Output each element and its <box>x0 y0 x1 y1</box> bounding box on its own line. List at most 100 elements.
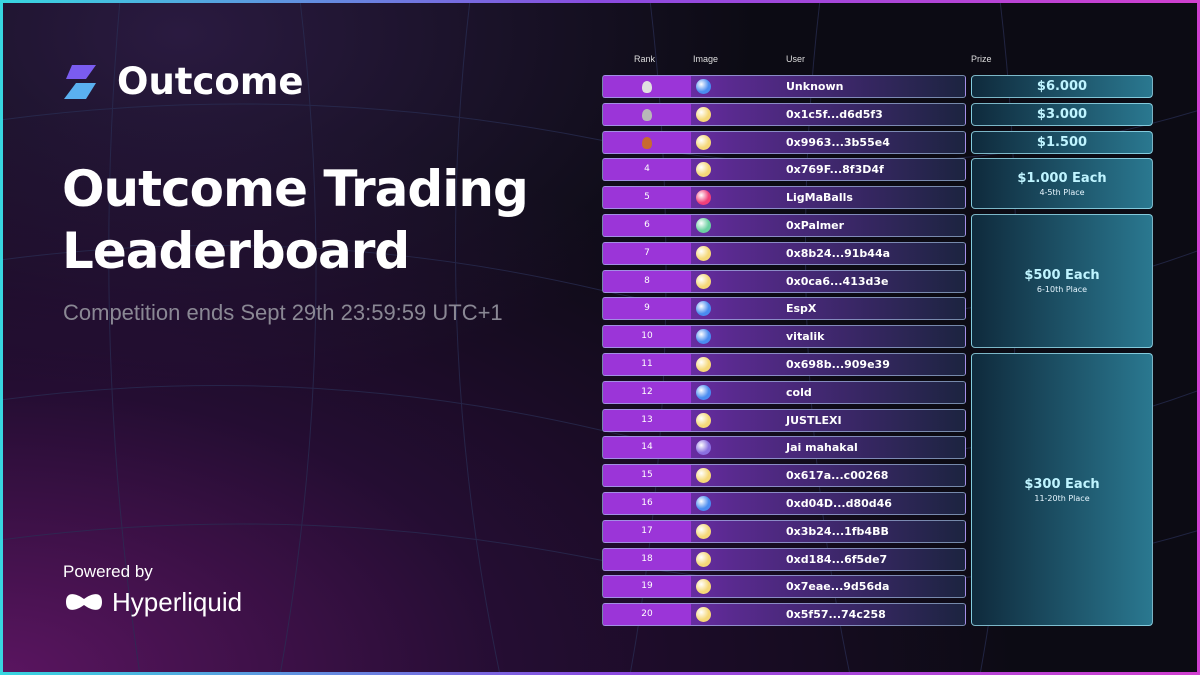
avatar <box>696 523 711 539</box>
prize-cell: $1.500 <box>971 130 1153 154</box>
avatar <box>696 440 711 456</box>
leaderboard-row: 17 0x3b24...1fb4BB <box>602 519 966 543</box>
prize-cell: $3.000 <box>971 102 1153 126</box>
user-name: 0x7eae...9d56da <box>786 580 890 594</box>
partner-name: Hyperliquid <box>112 587 243 617</box>
rank: 9 <box>644 303 650 314</box>
user-name: 0xd04D...d80d46 <box>786 497 892 510</box>
avatar <box>696 579 711 595</box>
leaderboard-row: 5 LigMaBalls <box>602 186 966 210</box>
user-name: 0x698b...909e39 <box>786 358 890 371</box>
avatar <box>696 384 711 400</box>
avatar <box>696 551 711 567</box>
avatar <box>696 190 711 206</box>
rank: 16 <box>641 498 653 508</box>
rank: 11 <box>641 359 653 369</box>
avatar <box>696 134 711 150</box>
leaderboard-row: 12 cold <box>602 380 966 404</box>
user-name: LigMaBalls <box>786 191 853 205</box>
rank: 14 <box>641 442 653 453</box>
prize-note: 11-20th Place <box>1034 493 1090 503</box>
leaderboard-row: 19 0x7eae...9d56da <box>602 575 966 599</box>
column-header: Prize <box>971 54 992 64</box>
powered-by: Powered by <box>63 562 153 581</box>
prize-amount: $1.500 <box>1036 134 1088 150</box>
medal-icon <box>642 108 652 121</box>
user-name: cold <box>786 385 812 399</box>
prize-cell: $300 Each 11-20th Place <box>971 353 1153 627</box>
leaderboard-row: 0x1c5f...d6d5f3 <box>602 102 966 126</box>
avatar <box>696 162 711 178</box>
prize-note: 4-5th Place <box>1039 187 1085 197</box>
user-name: vitalik <box>786 330 825 344</box>
column-header: Rank <box>634 54 656 64</box>
prize-amount: $3.000 <box>1036 106 1088 122</box>
leaderboard-row: 8 0x0ca6...413d3e <box>602 269 966 293</box>
column-header: User <box>786 54 806 64</box>
prize-amount: $500 Each <box>1024 268 1100 284</box>
partner-logo <box>66 594 102 610</box>
leaderboard-row: 9 EspX <box>602 297 966 321</box>
leaderboard-row: 6 0xPalmer <box>602 214 966 237</box>
user-name: 0x1c5f...d6d5f3 <box>786 107 883 121</box>
rank: 6 <box>644 220 650 230</box>
leaderboard-row: 13 JUSTLEXI <box>602 408 966 432</box>
rank: 4 <box>644 164 650 175</box>
rank: 12 <box>641 386 653 397</box>
avatar <box>696 245 711 261</box>
prize-note: 6-10th Place <box>1036 285 1088 295</box>
user-name: 0x769F...8f3D4f <box>786 163 884 177</box>
rank: 10 <box>641 331 653 342</box>
rank: 19 <box>641 581 653 592</box>
leaderboard-row: 10 vitalik <box>602 325 966 349</box>
column-header: Image <box>693 54 719 64</box>
rank: 18 <box>641 553 653 564</box>
rank: 7 <box>644 247 650 258</box>
prize-amount: $1.000 Each <box>1017 170 1107 186</box>
avatar <box>696 607 711 623</box>
leaderboard-row: 14 Jai mahakal <box>602 436 966 460</box>
title-line: Outcome Trading <box>62 160 529 218</box>
user-name: 0x5f57...74c258 <box>786 608 886 622</box>
rank: 17 <box>641 525 653 536</box>
leaderboard-row: 0x9963...3b55e4 <box>602 130 966 154</box>
avatar <box>696 357 711 372</box>
brand-logo <box>64 65 96 99</box>
rank: 20 <box>641 609 653 620</box>
user-name: 0xd184...6f5de7 <box>786 552 888 566</box>
brand-name: Outcome <box>117 60 304 103</box>
user-name: JUSTLEXI <box>786 413 842 427</box>
title-line: Leaderboard <box>62 222 410 280</box>
subtitle: Competition ends Sept 29th 23:59:59 UTC+… <box>63 300 503 325</box>
user-name: Unknown <box>786 80 844 93</box>
avatar <box>696 329 711 345</box>
leaderboard-row: 20 0x5f57...74c258 <box>602 603 966 627</box>
user-name: 0x617a...c00268 <box>786 469 889 483</box>
user-name: 0xPalmer <box>786 219 845 232</box>
rank: 13 <box>641 414 653 425</box>
prize-amount: $300 Each <box>1024 476 1100 492</box>
leaderboard-row: 4 0x769F...8f3D4f <box>602 158 966 182</box>
avatar <box>696 273 711 289</box>
leaderboard-row: 18 0xd184...6f5de7 <box>602 547 966 571</box>
user-name: 0x3b24...1fb4BB <box>786 524 889 538</box>
avatar <box>696 468 711 484</box>
avatar <box>696 301 711 317</box>
avatar <box>696 412 711 428</box>
user-name: EspX <box>786 302 817 316</box>
leaderboard-row: 11 0x698b...909e39 <box>602 353 966 376</box>
user-name: 0x9963...3b55e4 <box>786 135 890 149</box>
avatar <box>696 106 711 122</box>
prize-cell: $1.000 Each 4-5th Place <box>971 158 1153 210</box>
prize-cell: $6.000 <box>971 75 1153 98</box>
prize-amount: $6.000 <box>1036 79 1088 94</box>
leaderboard-row: 16 0xd04D...d80d46 <box>602 492 966 515</box>
avatar <box>696 496 711 511</box>
user-name: Jai mahakal <box>786 441 858 455</box>
avatar <box>696 79 711 94</box>
rank: 15 <box>641 470 653 481</box>
avatar <box>696 218 711 233</box>
medal-icon <box>642 136 652 149</box>
user-name: 0x8b24...91b44a <box>786 246 891 260</box>
leaderboard-row: 15 0x617a...c00268 <box>602 464 966 488</box>
